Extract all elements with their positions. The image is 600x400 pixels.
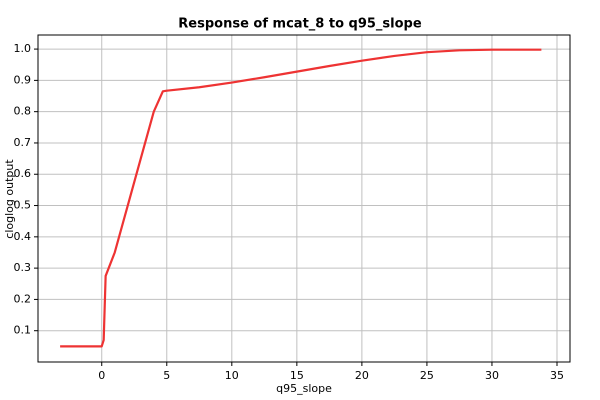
y-tick-label: 0.7 <box>14 136 32 149</box>
chart-title: Response of mcat_8 to q95_slope <box>178 17 422 32</box>
y-tick-label: 0.3 <box>14 261 32 274</box>
plot-frame <box>37 34 571 363</box>
y-tick-label: 0.4 <box>14 230 32 243</box>
data-line <box>60 48 542 348</box>
x-tick-label: 0 <box>98 369 105 382</box>
x-tick-label: 35 <box>550 369 564 382</box>
y-tick-label: 1.0 <box>14 42 32 55</box>
x-tick-label: 25 <box>420 369 434 382</box>
x-tick-label: 30 <box>485 369 499 382</box>
x-tick-label: 10 <box>225 369 239 382</box>
x-tick-label: 15 <box>290 369 304 382</box>
y-tick-label: 0.6 <box>14 167 32 180</box>
y-tick-label: 0.2 <box>14 292 32 305</box>
y-tick-label: 0.5 <box>14 199 32 212</box>
x-tick-label: 5 <box>163 369 170 382</box>
y-axis-label: cloglog output <box>3 159 16 239</box>
y-tick-label: 0.1 <box>14 324 32 337</box>
y-tick-label: 0.8 <box>14 105 32 118</box>
y-tick-label: 0.9 <box>14 73 32 86</box>
x-tick-label: 20 <box>355 369 369 382</box>
x-axis-label: q95_slope <box>276 382 332 395</box>
